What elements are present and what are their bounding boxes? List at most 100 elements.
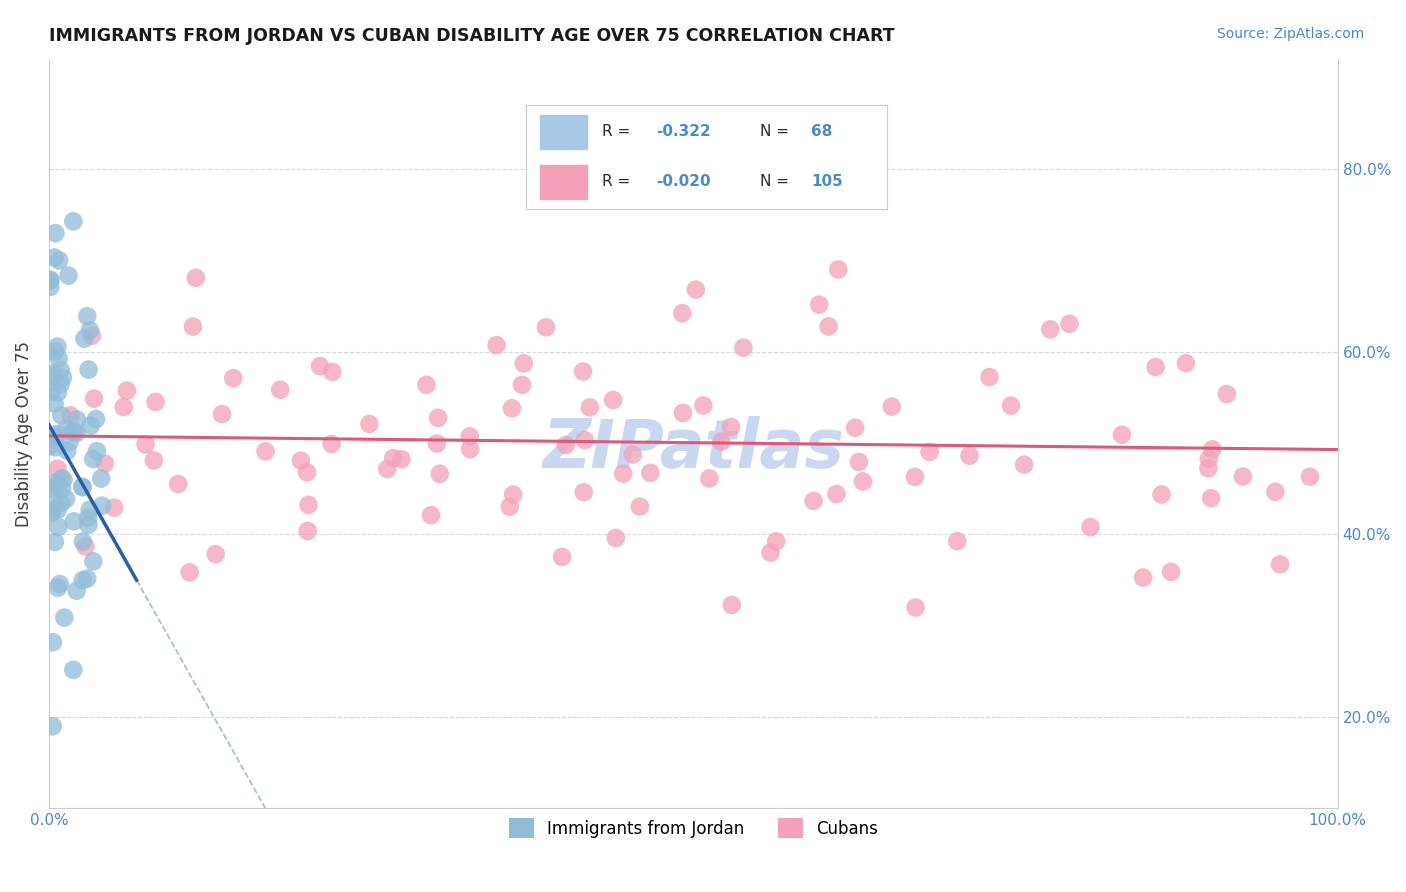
Point bbox=[692, 399, 714, 413]
Point bbox=[1264, 484, 1286, 499]
Point bbox=[254, 444, 277, 458]
Point bbox=[59, 435, 82, 450]
Point bbox=[49, 577, 72, 591]
Text: IMMIGRANTS FROM JORDAN VS CUBAN DISABILITY AGE OVER 75 CORRELATION CHART: IMMIGRANTS FROM JORDAN VS CUBAN DISABILI… bbox=[49, 27, 894, 45]
Point bbox=[946, 534, 969, 549]
Point bbox=[46, 340, 69, 354]
Point bbox=[46, 502, 69, 516]
Point bbox=[605, 144, 627, 158]
Point bbox=[710, 434, 733, 449]
Point bbox=[77, 362, 100, 376]
Point bbox=[321, 365, 343, 379]
Point bbox=[721, 598, 744, 612]
Text: Source: ZipAtlas.com: Source: ZipAtlas.com bbox=[1216, 27, 1364, 41]
Point bbox=[66, 412, 89, 426]
Point bbox=[48, 520, 70, 534]
Point bbox=[72, 534, 94, 549]
Point bbox=[62, 425, 84, 439]
Point bbox=[72, 573, 94, 587]
Point bbox=[66, 425, 89, 440]
Point bbox=[48, 253, 70, 268]
Point bbox=[41, 367, 63, 381]
Point bbox=[39, 273, 62, 287]
Point bbox=[77, 510, 100, 524]
Point bbox=[269, 383, 291, 397]
Point bbox=[1132, 570, 1154, 584]
Point bbox=[55, 491, 77, 506]
Point bbox=[76, 310, 98, 324]
Point bbox=[63, 514, 86, 528]
Point bbox=[41, 504, 63, 518]
Point bbox=[685, 283, 707, 297]
Point bbox=[817, 319, 839, 334]
Point bbox=[44, 226, 66, 240]
Point bbox=[498, 500, 520, 514]
Point bbox=[49, 376, 72, 391]
Point bbox=[1268, 558, 1291, 572]
Point bbox=[574, 433, 596, 447]
Point bbox=[1111, 427, 1133, 442]
Point bbox=[48, 351, 70, 366]
Point bbox=[77, 517, 100, 532]
Point bbox=[825, 487, 848, 501]
Point bbox=[733, 341, 755, 355]
Point bbox=[44, 251, 66, 265]
Point bbox=[52, 473, 75, 487]
Point bbox=[1201, 442, 1223, 457]
Point bbox=[204, 547, 226, 561]
Point bbox=[551, 549, 574, 564]
Point bbox=[112, 400, 135, 414]
Point bbox=[959, 449, 981, 463]
Point bbox=[458, 429, 481, 443]
Point bbox=[79, 502, 101, 516]
Point bbox=[51, 471, 73, 485]
Point bbox=[44, 475, 66, 490]
Point bbox=[1012, 458, 1035, 472]
Point bbox=[39, 506, 62, 520]
Point bbox=[605, 531, 627, 545]
Point bbox=[39, 439, 62, 453]
Point bbox=[49, 363, 72, 377]
Point bbox=[382, 451, 405, 466]
Point bbox=[765, 534, 787, 549]
Point bbox=[426, 436, 449, 450]
Point bbox=[66, 583, 89, 598]
Point bbox=[44, 344, 66, 359]
Point bbox=[578, 401, 600, 415]
Point bbox=[42, 635, 65, 649]
Point bbox=[73, 332, 96, 346]
Point bbox=[82, 554, 104, 568]
Point bbox=[612, 467, 634, 481]
Point bbox=[58, 268, 80, 283]
Point bbox=[84, 412, 107, 426]
Point bbox=[44, 535, 66, 549]
Point bbox=[852, 475, 875, 489]
Point bbox=[91, 499, 114, 513]
Point bbox=[485, 338, 508, 352]
Point bbox=[1059, 317, 1081, 331]
Point bbox=[44, 441, 66, 455]
Point bbox=[699, 471, 721, 485]
Point bbox=[82, 452, 104, 467]
Point bbox=[80, 328, 103, 343]
Point bbox=[904, 600, 927, 615]
Point bbox=[375, 462, 398, 476]
Point bbox=[672, 406, 695, 420]
Point bbox=[671, 306, 693, 320]
Point bbox=[56, 443, 79, 458]
Point bbox=[41, 369, 63, 384]
Point bbox=[76, 572, 98, 586]
Point bbox=[844, 421, 866, 435]
Point bbox=[45, 427, 67, 442]
Point bbox=[59, 409, 82, 423]
Point bbox=[72, 480, 94, 494]
Point bbox=[808, 298, 831, 312]
Point bbox=[321, 437, 343, 451]
Point bbox=[621, 448, 644, 462]
Point bbox=[46, 581, 69, 595]
Point bbox=[63, 425, 86, 440]
Point bbox=[39, 273, 62, 287]
Point bbox=[179, 566, 201, 580]
Point bbox=[979, 370, 1001, 384]
Point bbox=[1216, 387, 1239, 401]
